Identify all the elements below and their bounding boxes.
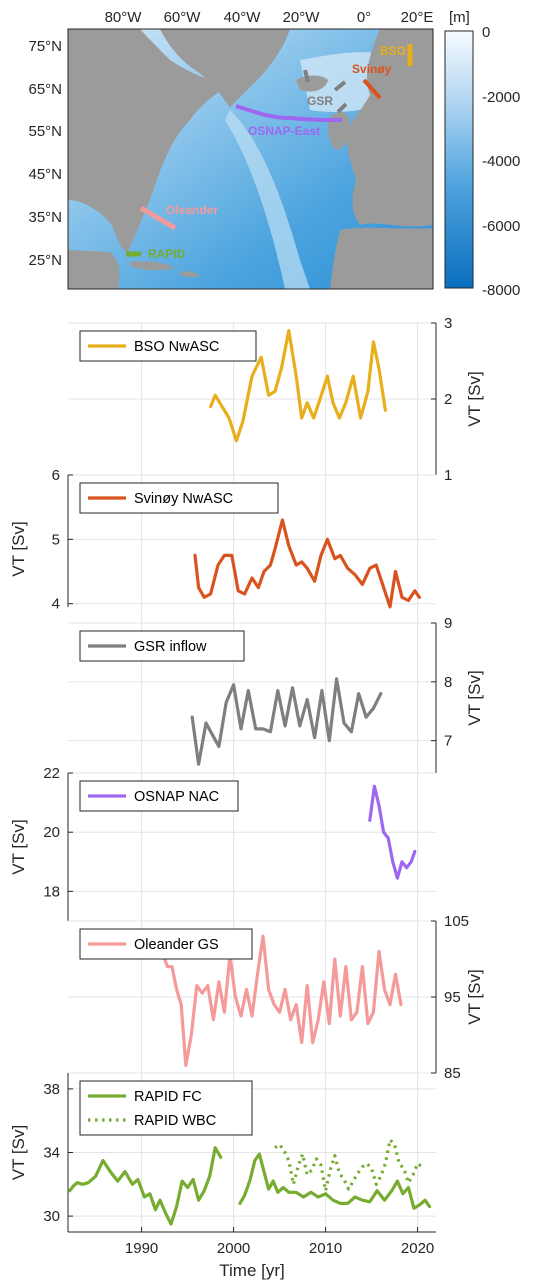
- panel-4: 85 95 105 VT [Sv] Oleander GS: [68, 913, 484, 1082]
- lon-tick-label: 20°E: [401, 9, 434, 26]
- y-tick-label: 30: [43, 1208, 60, 1225]
- y-axis-label: VT [Sv]: [465, 670, 484, 725]
- oleander-label: Oleander: [166, 203, 218, 217]
- panel-1: 4 5 6 VT [Sv] Svinøy NwASC: [9, 467, 436, 623]
- osnap-east-section: [235, 104, 343, 122]
- y-tick-label: 18: [43, 883, 60, 900]
- bathymetry-map: BSO Svinøy GSR OSNAP-East Oleander RAPID…: [28, 9, 434, 290]
- lat-tick-label: 65°N: [28, 81, 62, 98]
- legend-label: RAPID FC: [134, 1089, 202, 1105]
- y-tick-label: 6: [52, 467, 60, 484]
- panel-3: 18 20 22 VT [Sv] OSNAP NAC: [9, 765, 436, 921]
- y-tick-label: 3: [444, 315, 452, 332]
- y-axis-label: VT [Sv]: [465, 969, 484, 1024]
- lon-tick-label: 40°W: [224, 9, 262, 26]
- legend-label: GSR inflow: [134, 639, 207, 655]
- land-greenland: [160, 29, 290, 108]
- legend-label: Svinøy NwASC: [134, 491, 233, 507]
- lon-tick-label: 60°W: [164, 9, 202, 26]
- lat-tick-label: 55°N: [28, 123, 62, 140]
- colorbar-tick-label: -6000: [482, 218, 520, 235]
- x-tick-label: 2000: [217, 1240, 250, 1257]
- y-tick-label: 9: [444, 615, 452, 632]
- y-tick-label: 20: [43, 824, 60, 841]
- rapid-label: RAPID: [148, 247, 186, 261]
- x-tick-label: 2020: [401, 1240, 434, 1257]
- y-axis-label: VT [Sv]: [465, 371, 484, 426]
- lon-tick-label: 80°W: [105, 9, 143, 26]
- land-central-america: [68, 250, 120, 289]
- map-frame: [67, 28, 434, 290]
- colorbar-unit: [m]: [449, 9, 470, 26]
- svinoy-label: Svinøy: [352, 62, 392, 76]
- y-tick-label: 7: [444, 733, 452, 750]
- bso-label: BSO: [380, 44, 406, 58]
- x-tick-label: 2010: [309, 1240, 342, 1257]
- lat-tick-label: 75°N: [28, 38, 62, 55]
- y-tick-label: 22: [43, 765, 60, 782]
- y-tick-label: 34: [43, 1145, 60, 1162]
- lat-tick-label: 35°N: [28, 209, 62, 226]
- colorbar-tick-label: -2000: [482, 89, 520, 106]
- mid-atlantic-ridge: [225, 110, 310, 289]
- y-axis-label: VT [Sv]: [9, 521, 28, 576]
- svinoy-section: [362, 78, 382, 100]
- y-axis-label: VT [Sv]: [9, 1125, 28, 1180]
- y-tick-label: 5: [52, 531, 60, 548]
- lat-tick-label: 45°N: [28, 166, 62, 183]
- lat-tick-label: 25°N: [28, 252, 62, 269]
- y-tick-label: 95: [444, 989, 461, 1006]
- legend-label: Oleander GS: [134, 937, 219, 953]
- land-hispaniola: [180, 271, 200, 278]
- y-tick-label: 105: [444, 913, 469, 930]
- legend-box: [79, 1080, 253, 1136]
- series-line-rapid-fc: [238, 1152, 432, 1210]
- legend-label: RAPID WBC: [134, 1113, 216, 1129]
- gsr-section: [303, 69, 348, 114]
- time-series-panels: 1 2 3 VT [Sv] BSO NwASC 4 5 6 VT [Sv] Svinøy NwAS…: [9, 315, 484, 1280]
- land-iceland: [296, 75, 328, 92]
- colorbar: [m] 0 -2000 -4000 -6000 -8000: [444, 9, 520, 299]
- legend-label: BSO NwASC: [134, 339, 219, 355]
- series-line-gsr-inflow: [190, 677, 383, 766]
- lon-tick-label: 20°W: [283, 9, 321, 26]
- y-tick-label: 38: [43, 1081, 60, 1098]
- land-cuba: [130, 261, 175, 271]
- series-line-bso-nwasc: [209, 329, 387, 443]
- series-line-rapid-wbc: [274, 1138, 424, 1193]
- series-line-osnap-nac: [368, 784, 417, 880]
- panel-5: 30 34 38 VT [Sv] RAPID FC RAPID WBC 1990 2000 20…: [9, 1073, 436, 1280]
- gsr-label: GSR: [307, 94, 333, 108]
- panel-0: 1 2 3 VT [Sv] BSO NwASC: [68, 315, 484, 484]
- y-tick-label: 85: [444, 1065, 461, 1082]
- x-tick-label: 1990: [125, 1240, 158, 1257]
- y-axis-label: VT [Sv]: [9, 819, 28, 874]
- land-europe: [347, 29, 433, 227]
- y-tick-label: 4: [52, 596, 60, 613]
- y-tick-label: 2: [444, 391, 452, 408]
- colorbar-tick-label: -8000: [482, 282, 520, 299]
- land-africa: [330, 227, 433, 289]
- colorbar-gradient: [444, 30, 474, 289]
- panel-2: 7 8 9 VT [Sv] GSR inflow: [68, 615, 484, 773]
- y-tick-label: 8: [444, 674, 452, 691]
- legend-label: OSNAP NAC: [134, 789, 219, 805]
- series-line-oleander-gs: [160, 934, 403, 1068]
- series-line-svin-y-nwasc: [193, 518, 421, 609]
- land-north-america: [68, 29, 228, 252]
- colorbar-tick-label: 0: [482, 24, 490, 41]
- y-tick-label: 1: [444, 467, 452, 484]
- colorbar-tick-label: -4000: [482, 153, 520, 170]
- osnap-east-label: OSNAP-East: [248, 124, 320, 138]
- lon-tick-label: 0°: [357, 9, 371, 26]
- series-line-rapid-fc: [68, 1146, 223, 1226]
- x-axis-label: Time [yr]: [219, 1261, 284, 1280]
- oleander-section: [139, 205, 177, 231]
